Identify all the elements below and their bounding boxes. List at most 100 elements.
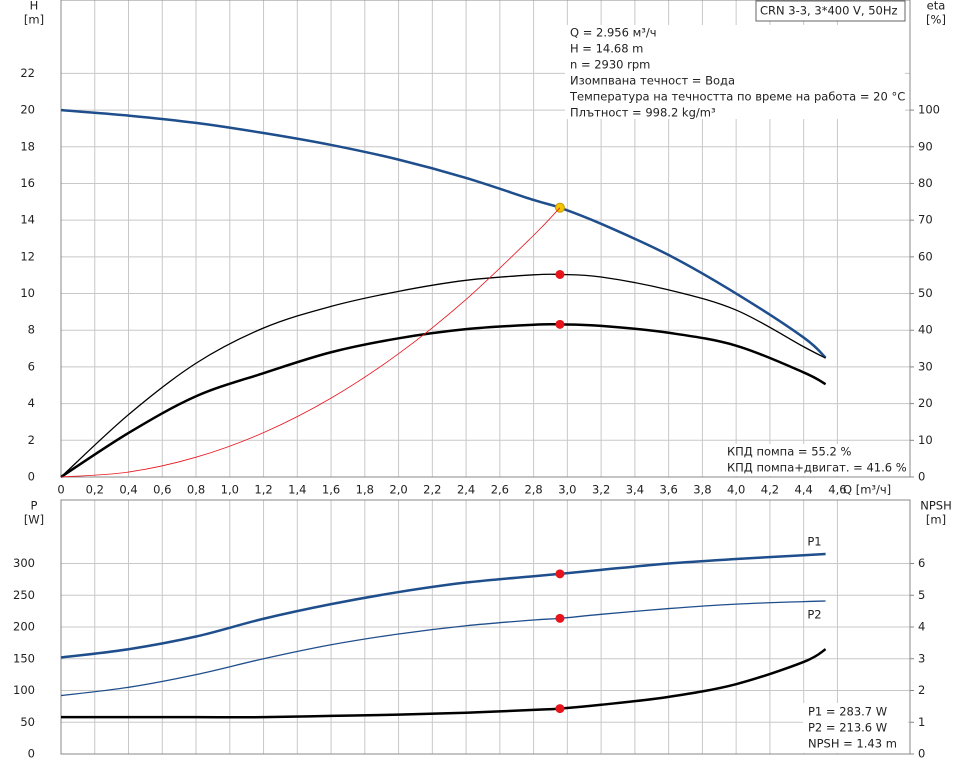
x-tick-label: 1,2 <box>254 483 272 497</box>
curve <box>60 552 826 659</box>
x-tick-label: 3,6 <box>659 483 677 497</box>
info-text: H = 14.68 m <box>570 42 643 56</box>
annotation: КПД помпа+двигат. = 41.6 % <box>727 461 907 475</box>
y2-tick-label: 80 <box>918 176 933 190</box>
x-tick-label: 3,8 <box>693 483 711 497</box>
plot-frame <box>60 499 911 755</box>
y2-tick-label: 2 <box>918 683 925 697</box>
x-tick-label: 1,4 <box>288 483 306 497</box>
annotation-box <box>722 444 908 476</box>
y-tick-label: 300 <box>13 556 35 570</box>
y2-tick-label: 3 <box>918 651 925 665</box>
x-tick-label: 2,0 <box>389 483 407 497</box>
x-tick-label: 3,4 <box>626 483 644 497</box>
y2-tick-label: 100 <box>918 103 940 117</box>
y-tick-label: 200 <box>13 620 35 634</box>
y2-tick-label: 5 <box>918 588 925 602</box>
curve <box>60 108 827 359</box>
info-text: n = 2930 rpm <box>570 58 650 72</box>
y2-tick-label: 6 <box>918 556 925 570</box>
info-text: Изомпвана течност = Вода <box>570 74 735 88</box>
title-box <box>755 0 906 22</box>
y2-tick-label: 20 <box>918 396 933 410</box>
y2-tick-label: 50 <box>918 286 933 300</box>
y-tick-label: 6 <box>28 359 35 373</box>
info-box <box>565 25 905 119</box>
y-axis-unit: [m] <box>24 13 44 27</box>
y-tick-label: 8 <box>28 323 35 337</box>
x-tick-label: 4,4 <box>795 483 813 497</box>
y-axis-label: P <box>31 499 38 513</box>
annotation: КПД помпа = 55.2 % <box>727 445 851 459</box>
x-axis-label: Q [m³/ч] <box>843 483 891 497</box>
info-text: Q = 2.956 м³/ч <box>570 26 657 40</box>
x-tick-label: 3,0 <box>558 483 576 497</box>
y-tick-label: 100 <box>13 683 35 697</box>
y-tick-label: 50 <box>20 715 35 729</box>
x-tick-label: 3,2 <box>592 483 610 497</box>
x-tick-label: 0,8 <box>187 483 205 497</box>
y2-tick-label: 90 <box>918 139 933 153</box>
x-tick-label: 0,4 <box>119 483 137 497</box>
y-tick-label: 20 <box>20 103 35 117</box>
x-tick-label: 1,6 <box>322 483 340 497</box>
y-tick-label: 150 <box>13 651 35 665</box>
curve <box>60 207 561 478</box>
y-axis-unit: [W] <box>24 513 44 527</box>
y2-tick-label: 70 <box>918 213 933 227</box>
chart-title: CRN 3-3, 3*400 V, 50Hz <box>760 4 898 18</box>
y-tick-label: 16 <box>20 176 35 190</box>
y-tick-label: 22 <box>20 66 35 80</box>
y2-tick-label: 1 <box>918 715 925 729</box>
duty-point <box>555 269 565 279</box>
y-tick-label: 0 <box>28 470 35 484</box>
x-tick-label: 0,2 <box>86 483 104 497</box>
annotation: P1 = 283.7 W <box>808 705 887 719</box>
y-tick-label: 0 <box>28 747 35 761</box>
plot-frame <box>60 0 911 478</box>
x-tick-label: 4,0 <box>727 483 745 497</box>
y2-tick-label: 0 <box>918 470 925 484</box>
duty-point <box>555 704 565 714</box>
y-tick-label: 18 <box>20 139 35 153</box>
y-tick-label: 12 <box>20 249 35 263</box>
y2-tick-label: 0 <box>918 747 925 761</box>
annotation: P2 = 213.6 W <box>808 721 887 735</box>
y2-tick-label: 60 <box>918 249 933 263</box>
x-tick-label: 1,0 <box>221 483 239 497</box>
duty-point <box>555 569 565 579</box>
x-tick-label: 2,8 <box>524 483 542 497</box>
y-tick-label: 14 <box>20 213 35 227</box>
y-tick-label: 2 <box>28 433 35 447</box>
y-tick-label: 4 <box>28 396 35 410</box>
curve-label: P2 <box>807 607 821 621</box>
x-tick-label: 2,4 <box>457 483 475 497</box>
x-tick-label: 0,6 <box>153 483 171 497</box>
y-tick-label: 10 <box>20 286 35 300</box>
x-tick-label: 2,2 <box>423 483 441 497</box>
info-text: Плътност = 998.2 kg/m³ <box>570 106 716 120</box>
curve-label: P1 <box>807 534 821 548</box>
duty-point <box>555 613 565 623</box>
curve <box>60 648 827 719</box>
y2-tick-label: 30 <box>918 359 933 373</box>
x-tick-label: 1,8 <box>356 483 374 497</box>
info-text: Температура на течността по време на раб… <box>569 90 905 104</box>
x-tick-label: 0 <box>57 483 64 497</box>
y2-tick-label: 10 <box>918 433 933 447</box>
x-tick-label: 2,6 <box>491 483 509 497</box>
y2-axis-unit: [%] <box>926 13 946 27</box>
y2-axis-unit: [m] <box>926 513 946 527</box>
y2-axis-label: NPSH <box>920 499 952 513</box>
x-tick-label: 4,2 <box>761 483 779 497</box>
y2-tick-label: 4 <box>918 620 925 634</box>
curve <box>60 322 827 479</box>
y2-tick-label: 40 <box>918 323 933 337</box>
y2-axis-label: eta <box>927 0 946 13</box>
x-tick-label: 4,6 <box>828 483 846 497</box>
annotation: NPSH = 1.43 m <box>808 737 897 751</box>
annotation-box <box>803 703 908 753</box>
y-axis-label: H <box>30 0 39 13</box>
